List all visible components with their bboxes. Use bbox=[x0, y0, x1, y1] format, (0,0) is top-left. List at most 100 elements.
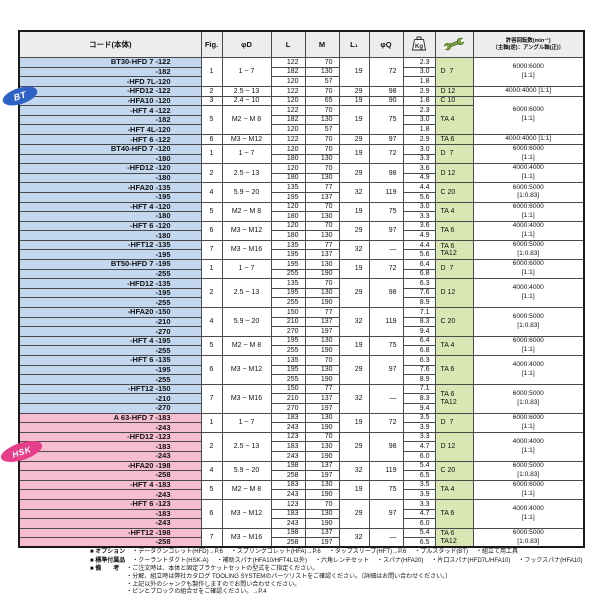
footer-item: ・タップスリーブ(HFT)→P.6 bbox=[328, 549, 407, 555]
q-cell: 75 bbox=[368, 335, 404, 357]
code-cell: -258 bbox=[18, 470, 202, 481]
col-header-kg: Kg bbox=[402, 30, 436, 58]
wrench-size-cell: TA 4 bbox=[434, 479, 474, 500]
m-cell: 130 bbox=[304, 441, 340, 452]
kg-cell: 4.7 bbox=[402, 508, 436, 520]
fig-cell: 1 bbox=[200, 259, 223, 280]
l-cell: 182 bbox=[270, 66, 306, 78]
dia-cell: 5.9 ~ 20 bbox=[221, 460, 272, 481]
code-cell: -HFT12 -135 bbox=[18, 239, 202, 251]
code-cell: -HFT12 -150 bbox=[18, 383, 202, 395]
kg-cell: 6.4 bbox=[402, 259, 436, 270]
m-cell: 77 bbox=[304, 239, 340, 251]
code-cell: -270 bbox=[18, 402, 202, 414]
code-cell: -HFT 4 -120 bbox=[18, 201, 202, 213]
m-cell: 70 bbox=[304, 143, 340, 155]
kg-cell: 3.0 bbox=[402, 201, 436, 213]
code-cell: -HFD 7L-120 bbox=[18, 76, 202, 87]
code-cell: -HFT 6 -123 bbox=[18, 498, 202, 510]
l1-cell: 29 bbox=[338, 134, 370, 145]
code-cell: -183 bbox=[18, 441, 202, 452]
kg-cell: 3.9 bbox=[402, 422, 436, 433]
kg-cell: 3.3 bbox=[402, 431, 436, 443]
code-cell: -180 bbox=[18, 230, 202, 241]
q-cell: — bbox=[368, 383, 404, 414]
code-cell: -HFD12 -122 bbox=[18, 85, 202, 97]
kg-cell: 7.1 bbox=[402, 383, 436, 395]
m-cell: 57 bbox=[304, 76, 340, 87]
kg-cell: 3.6 bbox=[402, 220, 436, 232]
code-cell: -182 bbox=[18, 66, 202, 78]
fig-cell: 6 bbox=[200, 355, 223, 385]
svg-text:Kg: Kg bbox=[415, 43, 423, 49]
dia-cell: M2 ~ M 8 bbox=[221, 105, 272, 136]
kg-cell: 7.6 bbox=[402, 287, 436, 299]
dia-cell: 2.5 ~ 13 bbox=[221, 431, 272, 462]
fig-cell: 5 bbox=[200, 479, 223, 500]
fig-cell: 2 bbox=[200, 163, 223, 184]
l1-cell: 32 bbox=[338, 460, 370, 481]
code-cell: -HFT 6 -120 bbox=[18, 220, 202, 232]
code-cell: -HFT 4 -183 bbox=[18, 479, 202, 491]
rpm-cell: 4000:4000 [1:1] bbox=[472, 85, 585, 97]
m-cell: 190 bbox=[304, 345, 340, 356]
m-cell: 197 bbox=[304, 470, 340, 481]
code-cell: A 63-HFD 7 -183 bbox=[18, 412, 202, 424]
l-cell: 180 bbox=[270, 230, 306, 241]
footer-notes: ■ オプション ・データクンコレット(HFD)→P.6 ・スプリングコレット(HF… bbox=[90, 549, 596, 598]
footer-item: ・ご注文時は、本体と固定ブラケットセットの型式をご指定ください。 bbox=[126, 566, 319, 573]
l1-cell: 32 bbox=[338, 527, 370, 548]
m-cell: 77 bbox=[304, 307, 340, 318]
l-cell: 135 bbox=[270, 239, 306, 251]
m-cell: 190 bbox=[304, 422, 340, 433]
code-cell: -HFD12 -135 bbox=[18, 278, 202, 289]
m-cell: 130 bbox=[304, 230, 340, 241]
rpm-cell: 6000:6000 [1:1] bbox=[472, 479, 585, 500]
l1-cell: 19 bbox=[338, 57, 370, 87]
m-cell: 70 bbox=[304, 57, 340, 68]
m-cell: 65 bbox=[304, 95, 340, 107]
l-cell: 120 bbox=[270, 95, 306, 107]
rpm-cell: 6000:5000 [1:0.83] bbox=[472, 383, 585, 414]
fig-cell: 7 bbox=[200, 383, 223, 414]
code-cell: BT50-HFD 7 -195 bbox=[18, 259, 202, 270]
notes-label: ■ 備 考 bbox=[90, 566, 120, 573]
footer-item: ・分解、組立時は弊社カタログ TOOLING SYSTEMのパーツリストをご確認… bbox=[126, 574, 452, 581]
wrench-size-cell: D 7 bbox=[434, 57, 474, 87]
code-cell: -195 bbox=[18, 364, 202, 376]
dia-cell: M2 ~ M 8 bbox=[221, 201, 272, 222]
kg-cell: 6.5 bbox=[402, 470, 436, 481]
l-cell: 122 bbox=[270, 105, 306, 116]
kg-cell: 2.3 bbox=[402, 105, 436, 116]
l1-cell: 19 bbox=[338, 479, 370, 500]
code-cell: -255 bbox=[18, 268, 202, 280]
l-cell: 120 bbox=[270, 124, 306, 136]
l-cell: 123 bbox=[270, 431, 306, 443]
m-cell: 130 bbox=[304, 335, 340, 347]
rpm-cell: 4000:4000 [1:1] bbox=[472, 498, 585, 529]
m-cell: 137 bbox=[304, 393, 340, 404]
l1-cell: 19 bbox=[338, 143, 370, 165]
wrench-size-cell: TA 4 bbox=[434, 105, 474, 136]
l1-cell: 29 bbox=[338, 85, 370, 97]
wrench-size-cell: D 7 bbox=[434, 259, 474, 280]
l1-cell: 32 bbox=[338, 383, 370, 414]
q-cell: 119 bbox=[368, 182, 404, 203]
m-cell: 77 bbox=[304, 182, 340, 193]
kg-cell: 9.4 bbox=[402, 402, 436, 414]
rpm-cell: 6000:5000 [1:0.83] bbox=[472, 527, 585, 548]
kg-cell: 5.4 bbox=[402, 460, 436, 472]
kg-cell: 6.5 bbox=[402, 537, 436, 548]
code-cell: -180 bbox=[18, 153, 202, 165]
kg-cell: 8.9 bbox=[402, 297, 436, 309]
code-cell: BT40-HFD 7 -120 bbox=[18, 143, 202, 155]
fig-cell: 2 bbox=[200, 431, 223, 462]
rpm-cell: 6000:6000 [1:1] bbox=[472, 201, 585, 222]
l-cell: 198 bbox=[270, 527, 306, 539]
kg-cell: 4.4 bbox=[402, 239, 436, 251]
l-cell: 195 bbox=[270, 364, 306, 376]
kg-cell: 9.4 bbox=[402, 326, 436, 337]
fig-cell: 1 bbox=[200, 57, 223, 87]
dia-cell: M3 ~ M16 bbox=[221, 527, 272, 548]
